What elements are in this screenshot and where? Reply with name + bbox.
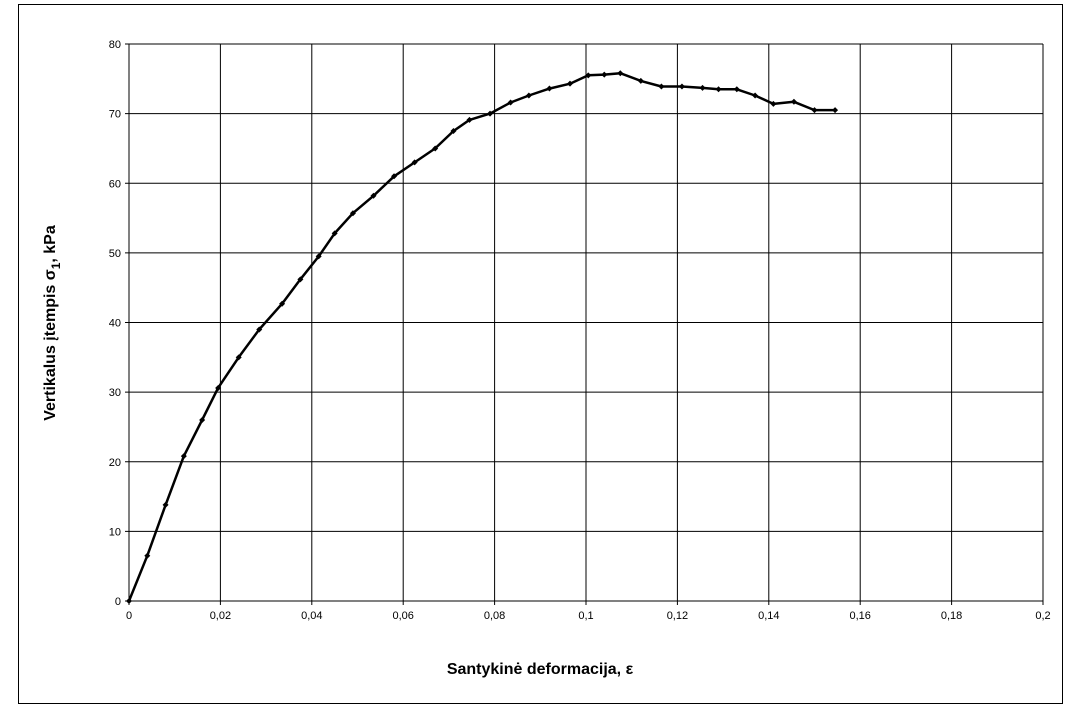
x-tick-label: 0,04 — [301, 610, 322, 622]
data-point — [507, 99, 514, 106]
data-point — [658, 83, 665, 90]
data-point — [370, 192, 377, 199]
y-tick-label: 40 — [109, 318, 121, 330]
data-point — [567, 80, 574, 87]
data-point — [733, 86, 740, 93]
data-point — [297, 276, 304, 283]
data-point — [126, 598, 132, 604]
data-point — [699, 84, 706, 91]
data-point — [279, 300, 286, 307]
data-point — [601, 71, 608, 78]
data-point — [180, 453, 187, 460]
y-tick-label: 80 — [109, 39, 121, 51]
data-point — [525, 92, 532, 99]
data-point — [790, 98, 797, 105]
data-point — [315, 253, 322, 260]
data-point — [144, 552, 151, 559]
y-tick-label: 20 — [109, 457, 121, 469]
y-tick-label: 0 — [115, 596, 121, 608]
data-point — [391, 173, 398, 180]
data-point — [617, 70, 624, 77]
x-tick-label: 0,1 — [578, 610, 593, 622]
y-tick-label: 60 — [109, 178, 121, 190]
y-axis-title-subscript: 1 — [49, 262, 63, 269]
data-point — [411, 159, 418, 166]
tick-labels: 0 0,02 0,04 0,06 0,08 0,1 0,12 0,14 0,16 0,18 0,2 0… — [109, 39, 1051, 622]
x-tick-label: 0,02 — [210, 610, 231, 622]
chart-frame — [18, 4, 1063, 704]
y-tick-label: 10 — [109, 526, 121, 538]
data-point — [487, 110, 494, 117]
data-point — [637, 77, 644, 84]
y-tick-label: 70 — [109, 109, 121, 121]
y-axis-title-unit: , kPa — [42, 225, 59, 262]
x-tick-label: 0,06 — [392, 610, 413, 622]
data-point — [585, 72, 592, 79]
data-point — [235, 354, 242, 361]
data-point — [450, 128, 457, 135]
y-axis-title-main: Vertikalus įtempis σ — [42, 269, 59, 421]
x-tick-label: 0,14 — [758, 610, 779, 622]
data-point — [678, 83, 685, 90]
data-point — [199, 416, 206, 423]
data-point — [162, 501, 169, 508]
series — [126, 70, 839, 604]
data-point — [331, 230, 338, 237]
y-tick-label: 50 — [109, 248, 121, 260]
data-point — [832, 107, 839, 114]
y-axis-title: Vertikalus įtempis σ1, kPa — [42, 225, 63, 421]
data-point — [546, 85, 553, 92]
x-tick-label: 0,08 — [484, 610, 505, 622]
data-point — [432, 145, 439, 152]
data-point — [715, 86, 722, 93]
data-point — [466, 116, 473, 123]
y-tick-label: 30 — [109, 387, 121, 399]
data-point — [752, 92, 759, 99]
x-axis-title: Santykinė deformacija, ε — [447, 661, 634, 678]
x-tick-label: 0,2 — [1035, 610, 1050, 622]
data-point — [256, 326, 263, 333]
data-point — [215, 384, 222, 391]
x-tick-label: 0,16 — [849, 610, 870, 622]
x-tick-label: 0,18 — [941, 610, 962, 622]
grid — [129, 43, 1044, 601]
series-line — [127, 71, 836, 602]
data-point — [770, 100, 777, 107]
data-point — [349, 210, 356, 217]
data-point — [811, 107, 818, 114]
x-tick-label: 0,12 — [667, 610, 688, 622]
x-tick-label: 0 — [126, 610, 132, 622]
